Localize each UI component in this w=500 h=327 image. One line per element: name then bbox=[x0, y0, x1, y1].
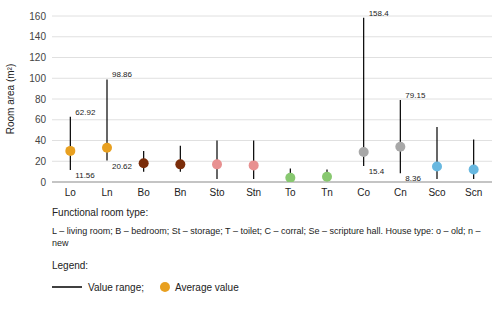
y-tick-label: 80 bbox=[35, 94, 47, 105]
legend-line bbox=[52, 286, 82, 288]
grid-line bbox=[52, 16, 492, 17]
y-tick-label: 20 bbox=[35, 156, 47, 167]
footnote-line: new bbox=[52, 238, 69, 248]
average-dot bbox=[432, 161, 442, 171]
legend-title: Legend: bbox=[52, 260, 88, 271]
average-dot bbox=[469, 165, 479, 175]
marks bbox=[65, 18, 478, 182]
average-dot bbox=[175, 159, 185, 169]
x-tick-label: To bbox=[285, 187, 296, 198]
min-label: 15.4 bbox=[369, 167, 385, 176]
grid-line bbox=[52, 119, 492, 120]
grid-line bbox=[52, 99, 492, 100]
x-tick-label: Stn bbox=[246, 187, 261, 198]
grid-line bbox=[52, 57, 492, 58]
legend-label: Value range; bbox=[88, 282, 144, 293]
min-label: 20.62 bbox=[112, 162, 133, 171]
y-tick-label: 40 bbox=[35, 135, 47, 146]
min-label: 11.56 bbox=[75, 171, 95, 180]
x-tick-label: Lo bbox=[65, 187, 77, 198]
y-tick-label: 140 bbox=[29, 31, 46, 42]
x-tick-label: Sto bbox=[209, 187, 224, 198]
x-tick-label: Bn bbox=[174, 187, 186, 198]
x-axis-line bbox=[52, 182, 492, 183]
footnote-line: Functional room type: bbox=[52, 207, 148, 218]
min-label: 8.36 bbox=[405, 174, 421, 183]
x-tick-label: Sco bbox=[428, 187, 446, 198]
footnote: L – living room; B – bedroom; St – stora… bbox=[52, 226, 483, 248]
grid-line bbox=[52, 140, 492, 141]
x-tick-label: Co bbox=[357, 187, 370, 198]
y-axis-label: Room area (m²) bbox=[5, 64, 16, 135]
max-label: 158.4 bbox=[369, 9, 390, 18]
average-dot bbox=[249, 160, 259, 170]
x-tick-label: Ln bbox=[101, 187, 112, 198]
y-tick-label: 0 bbox=[40, 177, 46, 188]
x-tick-label: Tn bbox=[321, 187, 333, 198]
data-labels: 62.92 11.56 98.86 20.62 158.4 15.4 79.15 8.36 bbox=[75, 9, 426, 184]
range-line bbox=[253, 141, 254, 179]
y-tick-label: 100 bbox=[29, 73, 46, 84]
grid-line bbox=[52, 182, 492, 183]
footnote: Functional room type: bbox=[52, 207, 148, 218]
max-label: 62.92 bbox=[75, 108, 96, 117]
y-tick-label: 120 bbox=[29, 52, 46, 63]
average-dot bbox=[285, 173, 295, 182]
x-tick-label: Scn bbox=[465, 187, 482, 198]
average-dot bbox=[322, 172, 332, 182]
average-dot bbox=[65, 146, 75, 156]
average-dot bbox=[212, 159, 222, 169]
legend-dot bbox=[160, 282, 170, 292]
y-tick-label: 60 bbox=[35, 114, 47, 125]
range-line bbox=[363, 18, 364, 166]
range-line bbox=[70, 117, 71, 170]
average-dot bbox=[102, 143, 112, 153]
max-label: 79.15 bbox=[405, 91, 426, 100]
range-line bbox=[400, 100, 401, 173]
chart: 0 20 40 60 80 100 120 140 160 Room area (m²) Lo Ln B… bbox=[0, 0, 500, 327]
grid-line bbox=[52, 36, 492, 37]
average-dot bbox=[359, 147, 369, 157]
legend-label: Average value bbox=[175, 282, 239, 293]
average-dot bbox=[395, 142, 405, 152]
footnote-line: L – living room; B – bedroom; St – stora… bbox=[52, 226, 483, 236]
max-label: 98.86 bbox=[112, 70, 133, 79]
y-tick-label: 160 bbox=[29, 11, 46, 22]
average-dot bbox=[139, 158, 149, 168]
x-tick-label: Bo bbox=[138, 187, 151, 198]
grid bbox=[52, 16, 492, 182]
x-tick-label: Cn bbox=[394, 187, 407, 198]
legend: Value range; Average value bbox=[52, 282, 239, 293]
